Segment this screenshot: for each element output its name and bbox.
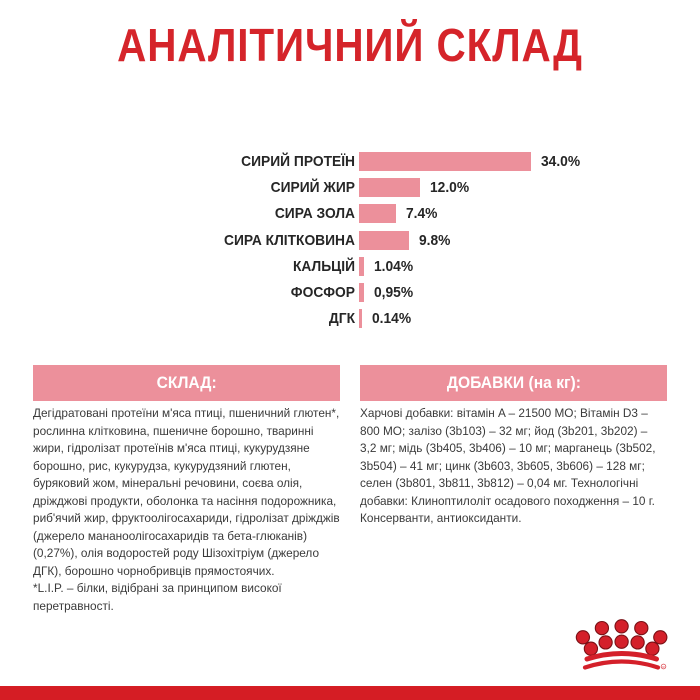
svg-text:R: R xyxy=(662,665,664,669)
